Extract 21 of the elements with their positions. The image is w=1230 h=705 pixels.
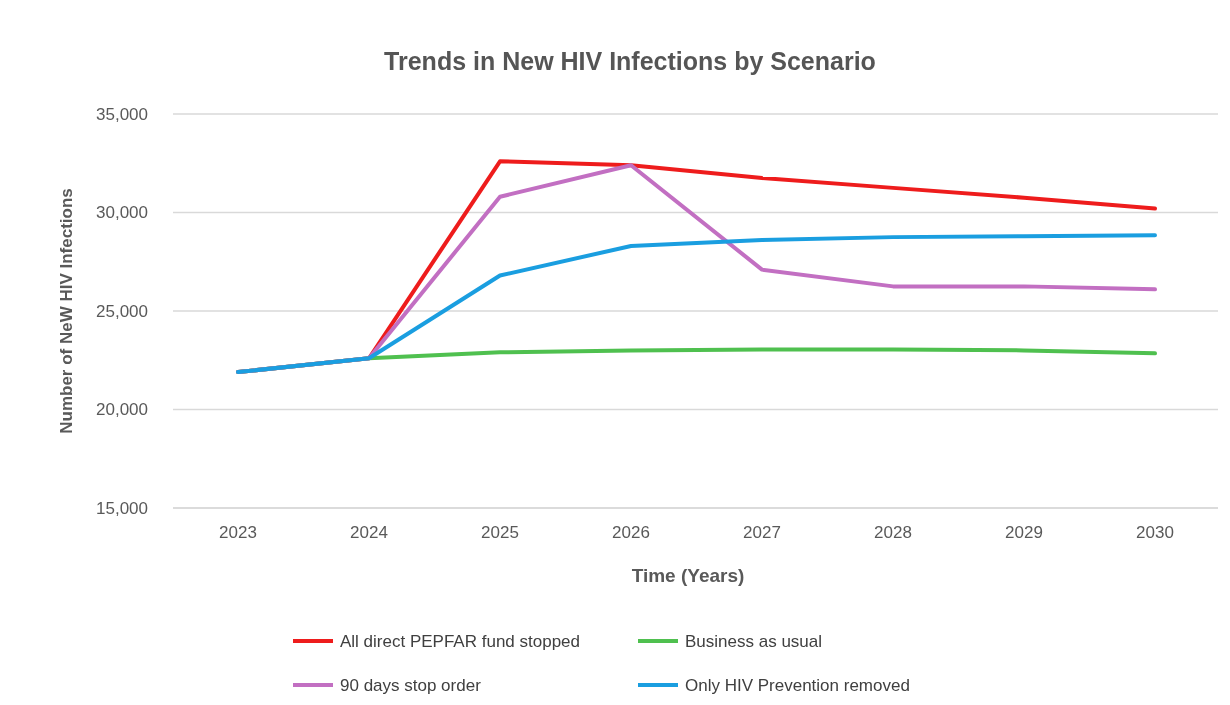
x-tick-label: 2026 <box>612 523 650 542</box>
y-tick-label: 20,000 <box>96 400 148 420</box>
legend-label: Only HIV Prevention removed <box>685 675 910 695</box>
x-tick-label: 2030 <box>1136 523 1174 542</box>
x-tick-label: 2023 <box>219 523 257 542</box>
x-tick-label: 2027 <box>743 523 781 542</box>
x-tick-label: 2025 <box>481 523 519 542</box>
x-axis-title: Time (Years) <box>631 565 745 586</box>
y-tick-label: 15,000 <box>96 498 148 518</box>
x-tick-label: 2024 <box>350 523 388 542</box>
y-axis-title: Number of NeW HIV Infections <box>57 188 76 434</box>
x-tick-label: 2028 <box>874 523 912 542</box>
y-tick-label: 35,000 <box>96 104 148 124</box>
legend-label: All direct PEPFAR fund stopped <box>340 631 581 651</box>
legend-label: Business as usual <box>685 631 823 651</box>
chart-title: Trends in New HIV Infections by Scenario <box>384 47 876 75</box>
legend-label: 90 days stop order <box>340 675 482 695</box>
x-tick-label: 2029 <box>1005 523 1043 542</box>
y-tick-label: 25,000 <box>96 301 148 321</box>
y-tick-label: 30,000 <box>96 203 148 223</box>
line-series <box>236 233 1157 375</box>
